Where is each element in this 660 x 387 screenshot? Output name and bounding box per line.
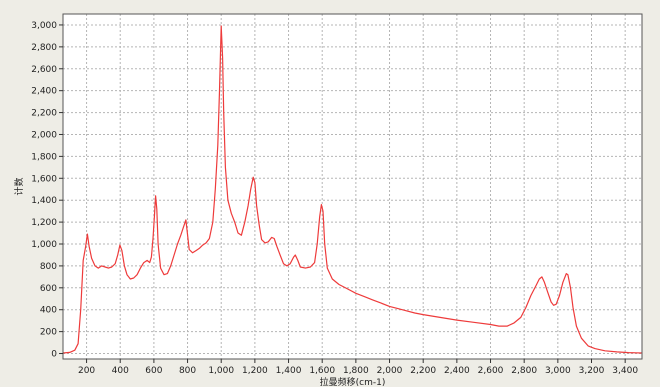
y-axis: 0 200 400 600 800 1,000 1,200 1,400 1,600 1,800 2,… [31, 21, 63, 360]
y-tick-label: 400 [40, 306, 57, 316]
y-tick-label: 2,600 [31, 65, 57, 75]
x-tick-label: 2,600 [478, 366, 504, 376]
x-axis: 200 400 600 800 1,000 1,200 1,400 1,600 1,800 2,0… [78, 359, 638, 376]
grid-lines [63, 14, 642, 359]
y-tick-label: 2,000 [31, 130, 57, 140]
y-tick-label: 200 [40, 328, 57, 338]
x-tick-label: 3,400 [612, 366, 638, 376]
x-tick-label: 400 [112, 366, 129, 376]
y-tick-label: 800 [40, 262, 57, 272]
y-tick-label: 1,400 [31, 196, 57, 206]
y-tick-label: 2,200 [31, 109, 57, 119]
x-tick-label: 2,800 [511, 366, 537, 376]
y-tick-label: 600 [40, 284, 57, 294]
y-tick-label: 1,800 [31, 152, 57, 162]
y-tick-label: 1,600 [31, 174, 57, 184]
y-tick-label: 1,000 [31, 240, 57, 250]
x-tick-label: 1,000 [208, 366, 234, 376]
y-axis-title: 计数 [13, 177, 25, 195]
x-tick-label: 1,600 [309, 366, 335, 376]
x-tick-label: 2,200 [410, 366, 436, 376]
y-tick-label: 3,000 [31, 21, 57, 31]
x-tick-label: 2,400 [444, 366, 470, 376]
x-axis-title: 拉曼频移(cm-1) [320, 376, 386, 387]
x-tick-label: 2,000 [377, 366, 403, 376]
y-tick-label: 2,800 [31, 43, 57, 53]
x-tick-label: 800 [179, 366, 196, 376]
x-tick-label: 3,000 [545, 366, 571, 376]
y-tick-label: 0 [51, 350, 57, 360]
series-line [62, 25, 643, 354]
x-tick-label: 1,800 [343, 366, 369, 376]
x-tick-label: 200 [78, 366, 95, 376]
x-tick-label: 600 [145, 366, 162, 376]
plot-area [62, 13, 643, 360]
x-tick-label: 3,200 [579, 366, 605, 376]
plot-background [63, 14, 642, 359]
x-tick-label: 1,400 [276, 366, 302, 376]
x-tick-label: 1,200 [242, 366, 268, 376]
y-tick-label: 1,200 [31, 218, 57, 228]
y-tick-label: 2,400 [31, 87, 57, 97]
plot-frame [62, 13, 643, 360]
